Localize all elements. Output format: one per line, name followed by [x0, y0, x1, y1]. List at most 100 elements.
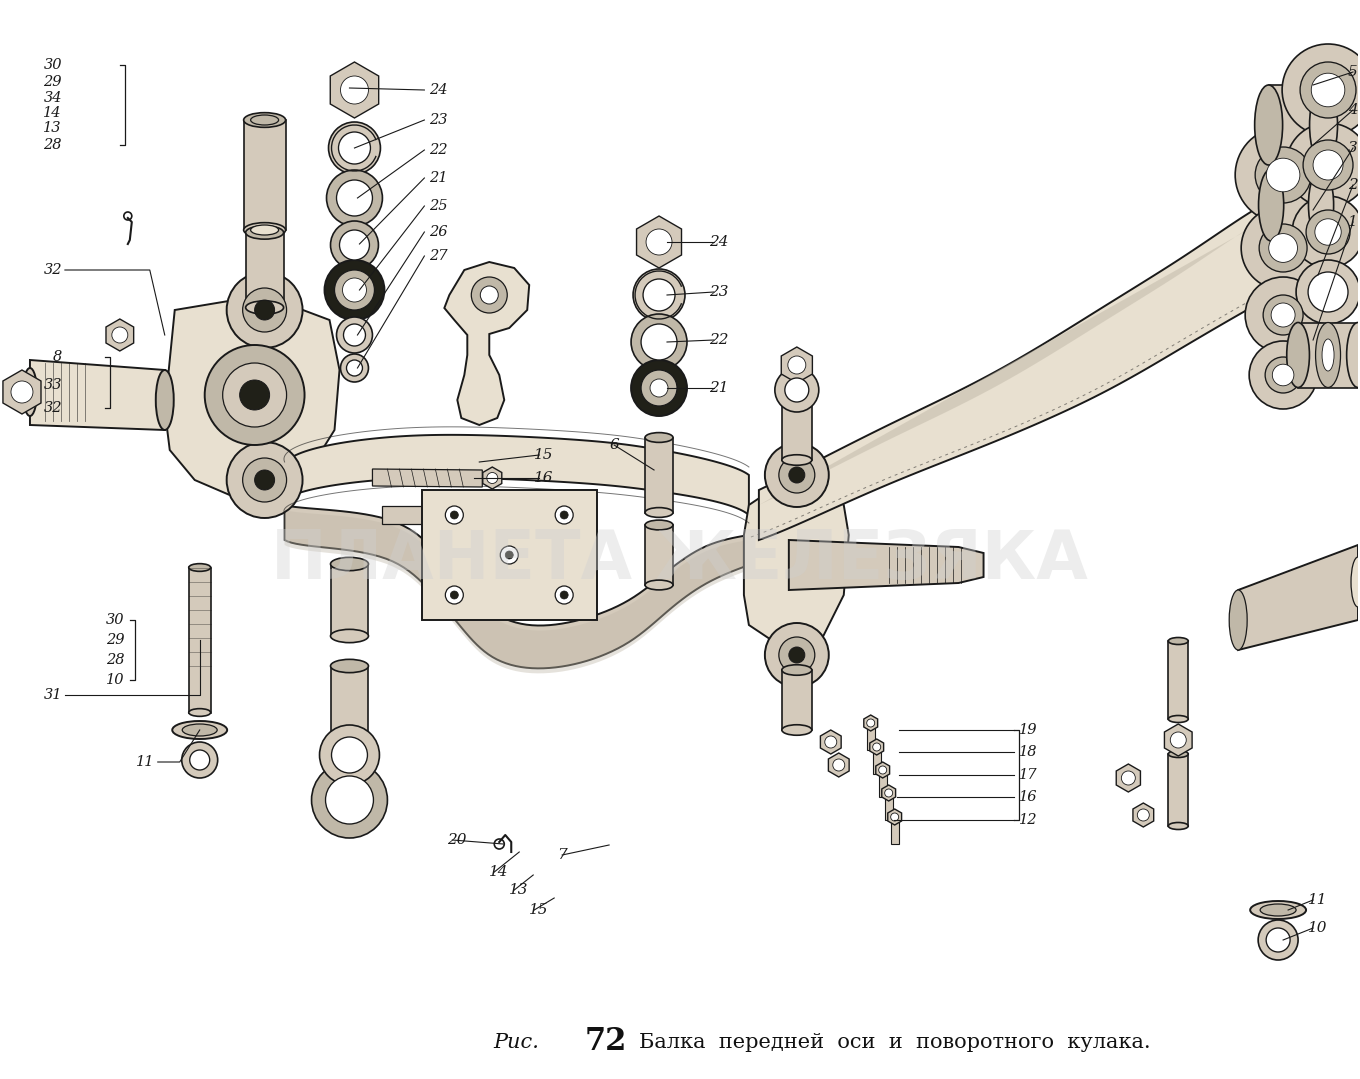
Polygon shape: [284, 435, 749, 515]
Text: 23: 23: [709, 285, 729, 299]
Ellipse shape: [246, 301, 284, 314]
Polygon shape: [881, 786, 896, 801]
Polygon shape: [445, 262, 529, 425]
Text: 15: 15: [534, 448, 554, 462]
Polygon shape: [3, 370, 41, 414]
Circle shape: [190, 750, 209, 770]
Circle shape: [1266, 928, 1291, 952]
Polygon shape: [1117, 764, 1141, 792]
Ellipse shape: [1261, 904, 1296, 916]
Circle shape: [325, 260, 385, 320]
Circle shape: [472, 277, 507, 313]
Bar: [891, 820, 899, 844]
Ellipse shape: [1287, 323, 1310, 387]
Text: 11: 11: [1308, 893, 1327, 907]
Text: 26: 26: [430, 226, 447, 240]
Polygon shape: [30, 360, 165, 431]
Text: 6: 6: [609, 438, 619, 452]
Circle shape: [789, 647, 805, 663]
Text: 7: 7: [558, 848, 567, 862]
Circle shape: [1292, 196, 1360, 268]
Bar: [885, 796, 892, 820]
Circle shape: [1303, 140, 1353, 190]
Ellipse shape: [1229, 590, 1247, 650]
Text: 14: 14: [490, 865, 509, 879]
Circle shape: [1246, 277, 1321, 353]
Ellipse shape: [156, 370, 174, 431]
Circle shape: [450, 591, 458, 599]
Ellipse shape: [1168, 822, 1189, 830]
Circle shape: [1259, 224, 1307, 272]
Polygon shape: [1133, 803, 1153, 827]
Circle shape: [1306, 210, 1350, 254]
Bar: [645, 525, 673, 585]
Polygon shape: [284, 505, 759, 668]
Circle shape: [227, 442, 302, 518]
Text: 33: 33: [44, 378, 63, 392]
Circle shape: [1296, 260, 1360, 324]
Circle shape: [1273, 365, 1293, 386]
Circle shape: [824, 736, 836, 748]
Ellipse shape: [645, 507, 673, 518]
Circle shape: [885, 789, 892, 797]
Circle shape: [560, 591, 568, 599]
Circle shape: [789, 467, 805, 483]
Ellipse shape: [330, 629, 369, 643]
Circle shape: [340, 354, 369, 382]
Polygon shape: [744, 484, 849, 645]
Bar: [1168, 641, 1189, 719]
Circle shape: [329, 122, 381, 174]
Circle shape: [555, 506, 573, 524]
Text: 18: 18: [1019, 745, 1036, 759]
Bar: [879, 773, 887, 797]
Text: Балка  передней  оси  и  поворотного  кулака.: Балка передней оси и поворотного кулака.: [639, 1033, 1151, 1052]
Ellipse shape: [1310, 85, 1337, 165]
Text: 19: 19: [1019, 723, 1036, 737]
Polygon shape: [781, 347, 812, 383]
Circle shape: [764, 623, 828, 687]
Bar: [1272, 169, 1321, 241]
Circle shape: [1300, 62, 1356, 118]
Circle shape: [1311, 73, 1345, 107]
Bar: [1297, 323, 1359, 387]
Circle shape: [641, 370, 677, 406]
Circle shape: [1258, 920, 1297, 960]
Ellipse shape: [1346, 323, 1360, 387]
Text: 20: 20: [447, 833, 466, 847]
Polygon shape: [888, 809, 902, 825]
Circle shape: [239, 380, 269, 410]
Ellipse shape: [782, 725, 812, 735]
Ellipse shape: [782, 665, 812, 675]
Ellipse shape: [782, 395, 812, 406]
Circle shape: [646, 229, 672, 255]
Circle shape: [500, 546, 518, 564]
Polygon shape: [284, 510, 759, 673]
Circle shape: [785, 378, 809, 402]
Ellipse shape: [645, 433, 673, 442]
Ellipse shape: [330, 558, 369, 571]
Ellipse shape: [1315, 323, 1341, 387]
Circle shape: [1272, 303, 1295, 327]
Text: 10: 10: [1308, 921, 1327, 935]
Bar: [645, 437, 673, 513]
Text: 16: 16: [1019, 790, 1036, 804]
Circle shape: [891, 812, 899, 821]
Circle shape: [320, 725, 379, 786]
Text: 10: 10: [106, 673, 125, 687]
Ellipse shape: [1308, 169, 1334, 241]
Polygon shape: [483, 467, 502, 489]
Circle shape: [336, 180, 373, 216]
Circle shape: [632, 269, 685, 320]
Ellipse shape: [189, 709, 211, 716]
Circle shape: [1308, 272, 1348, 312]
Circle shape: [1235, 127, 1331, 223]
Circle shape: [643, 279, 675, 311]
Polygon shape: [373, 469, 483, 487]
Circle shape: [450, 511, 458, 519]
Circle shape: [1269, 233, 1297, 262]
Circle shape: [343, 278, 366, 302]
Circle shape: [445, 586, 464, 604]
Circle shape: [1287, 123, 1360, 207]
Polygon shape: [106, 319, 133, 351]
Text: 28: 28: [106, 653, 125, 667]
